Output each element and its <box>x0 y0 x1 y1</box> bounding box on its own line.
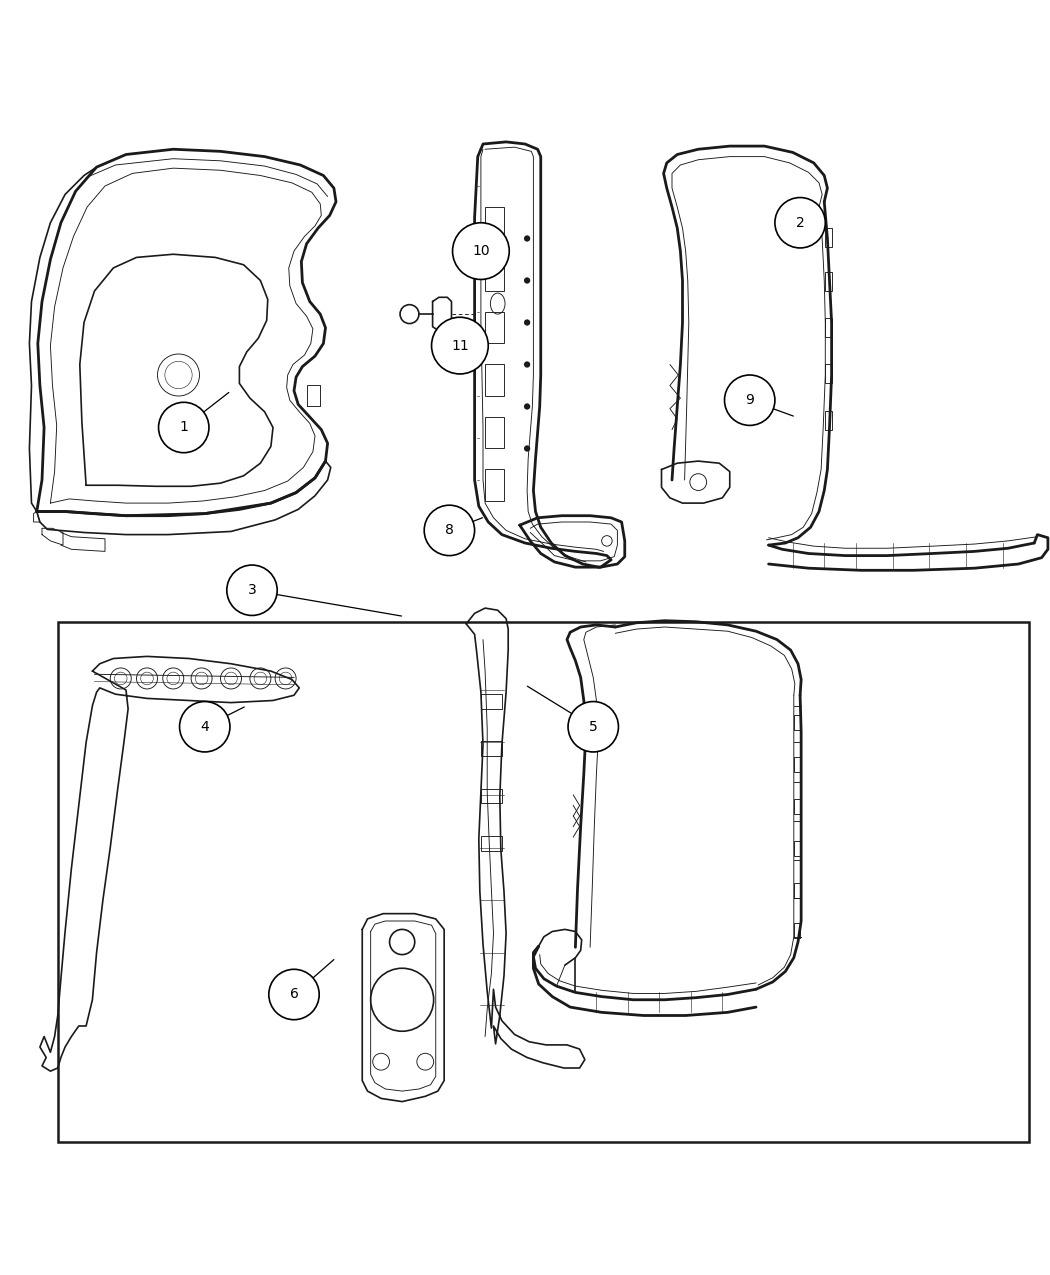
Text: 4: 4 <box>201 720 209 733</box>
Bar <box>794 923 800 938</box>
Circle shape <box>269 969 319 1020</box>
Bar <box>485 207 504 238</box>
Bar <box>481 742 502 756</box>
Bar <box>481 836 502 850</box>
Circle shape <box>524 319 530 325</box>
Bar <box>481 694 502 709</box>
Bar <box>825 411 832 430</box>
Bar <box>794 757 800 771</box>
Circle shape <box>775 198 825 247</box>
Text: 6: 6 <box>290 988 298 1001</box>
Bar <box>825 365 832 384</box>
Text: 1: 1 <box>180 421 188 435</box>
Bar <box>825 228 832 247</box>
Bar <box>58 622 1029 1141</box>
Bar <box>794 884 800 898</box>
Circle shape <box>524 278 530 283</box>
Text: 5: 5 <box>589 720 597 733</box>
Circle shape <box>568 701 618 752</box>
Text: 11: 11 <box>452 339 468 353</box>
Circle shape <box>432 317 488 374</box>
Circle shape <box>180 701 230 752</box>
Circle shape <box>424 505 475 556</box>
Bar <box>481 789 502 803</box>
Circle shape <box>524 361 530 367</box>
Bar <box>825 319 832 337</box>
Text: 10: 10 <box>472 244 489 258</box>
Circle shape <box>724 375 775 426</box>
Bar <box>794 799 800 813</box>
Bar <box>485 260 504 291</box>
Bar <box>825 272 832 291</box>
Bar <box>485 469 504 501</box>
Text: 8: 8 <box>445 524 454 537</box>
Bar <box>485 312 504 343</box>
Text: 3: 3 <box>248 583 256 597</box>
Bar <box>485 365 504 397</box>
Bar <box>485 417 504 449</box>
Circle shape <box>524 445 530 451</box>
Circle shape <box>227 565 277 616</box>
Bar <box>794 842 800 856</box>
Text: 9: 9 <box>746 393 754 407</box>
Circle shape <box>159 403 209 453</box>
Circle shape <box>453 223 509 279</box>
Circle shape <box>524 236 530 242</box>
Bar <box>794 715 800 729</box>
Circle shape <box>524 403 530 409</box>
Text: 2: 2 <box>796 215 804 230</box>
